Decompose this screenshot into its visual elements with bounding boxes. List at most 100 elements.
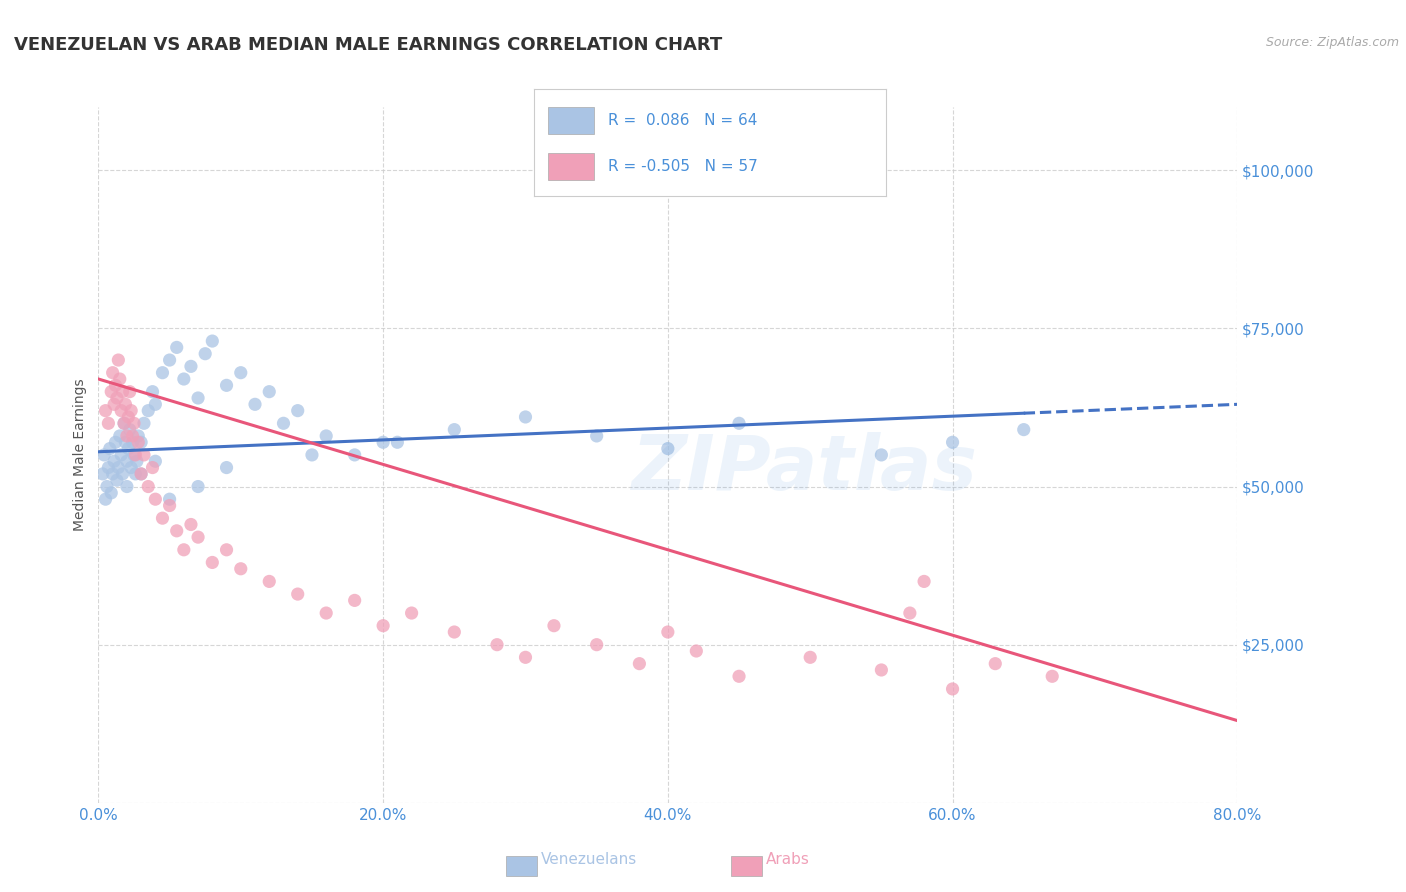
Point [371,618,394,632]
Point [120,403,142,417]
Point [159,499,181,513]
Point [628,657,651,671]
Point [115,429,138,443]
Point [118,423,141,437]
Text: R = -0.505   N = 57: R = -0.505 N = 57 [609,160,758,174]
Point [97,417,120,431]
Point [91,467,114,481]
Point [136,479,159,493]
Point [145,492,167,507]
Point [127,435,149,450]
Point [107,460,129,475]
Bar [548,107,593,134]
Point [105,473,128,487]
Text: ZIPatlas: ZIPatlas [631,432,977,506]
Point [132,417,155,431]
Point [111,384,134,399]
Point [215,542,238,557]
Point [97,460,120,475]
Point [315,606,337,620]
Point [343,593,366,607]
Point [118,384,141,399]
Point [486,638,509,652]
Point [94,492,117,507]
Point [173,372,195,386]
Point [117,442,139,456]
Point [259,384,281,399]
Point [108,429,131,443]
Point [141,384,163,399]
Point [93,448,115,462]
Point [104,378,127,392]
Point [585,638,607,652]
Point [145,397,167,411]
Point [117,409,139,424]
Point [187,391,209,405]
Point [141,460,163,475]
Point [112,417,135,431]
Point [100,486,122,500]
Point [115,479,138,493]
Point [173,542,195,557]
Point [201,556,224,570]
Point [1012,423,1035,437]
Point [657,442,679,456]
Point [401,606,423,620]
Point [371,435,394,450]
Point [201,334,224,348]
Y-axis label: Median Male Earnings: Median Male Earnings [73,378,87,532]
Point [110,448,132,462]
Point [114,435,136,450]
Point [103,454,125,468]
Point [942,435,965,450]
Point [145,454,167,468]
Point [343,448,366,462]
Point [515,650,537,665]
Point [243,397,266,411]
Point [98,442,121,456]
Point [129,467,152,481]
Point [100,384,122,399]
Point [122,417,145,431]
Point [229,562,252,576]
Point [387,435,409,450]
Point [799,650,821,665]
Point [103,397,125,411]
Point [301,448,323,462]
Point [194,347,217,361]
Point [187,479,209,493]
Point [215,378,238,392]
Point [870,663,893,677]
Point [215,460,238,475]
Point [443,423,465,437]
Point [104,435,127,450]
Point [124,467,146,481]
Point [129,467,152,481]
Point [105,391,128,405]
Point [111,467,134,481]
Point [870,448,893,462]
Point [180,359,202,374]
Point [728,417,751,431]
Text: Venezuelans: Venezuelans [541,853,637,867]
Bar [548,153,593,180]
Point [657,625,679,640]
Point [112,417,135,431]
Point [127,429,149,443]
Point [187,530,209,544]
Point [152,511,174,525]
Point [114,397,136,411]
Point [136,403,159,417]
Text: Source: ZipAtlas.com: Source: ZipAtlas.com [1265,36,1399,49]
Point [122,448,145,462]
Point [121,429,143,443]
Point [108,372,131,386]
Point [107,353,129,368]
Point [543,618,565,632]
Point [124,448,146,462]
Point [101,467,124,481]
Point [166,340,188,354]
Point [315,429,337,443]
Point [101,366,124,380]
Point [515,409,537,424]
